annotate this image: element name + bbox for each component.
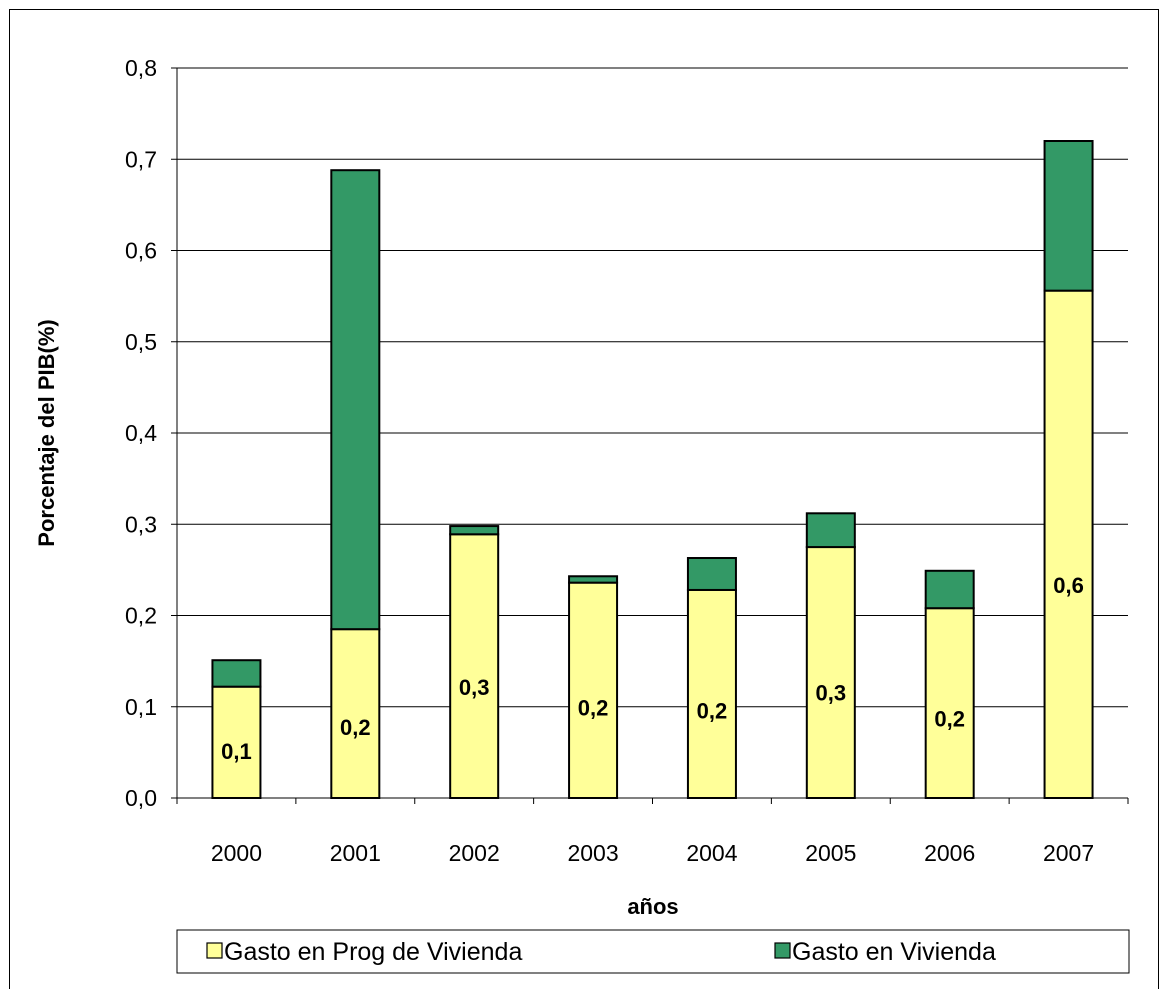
bar-prog-vivienda: [924, 607, 975, 800]
chart-frame: [9, 9, 1159, 989]
bar-prog-vivienda: [330, 628, 381, 799]
legend: Gasto en Prog de Vivienda Gasto en Vivie…: [176, 929, 1130, 974]
y-tick-label: 0,5: [125, 329, 157, 355]
bar-prog-vivienda: [568, 581, 619, 800]
y-tick-label: 0,3: [125, 511, 157, 537]
x-tick-label: 2004: [686, 840, 737, 866]
bar-prog-vivienda: [805, 546, 856, 799]
data-label: 0,6: [1053, 573, 1084, 598]
x-tick-label: 2002: [449, 840, 500, 866]
y-tick-label: 0,1: [125, 694, 157, 720]
x-tick-label: 2000: [211, 840, 262, 866]
bar-vivienda: [805, 512, 856, 549]
x-tick-label: 2003: [567, 840, 618, 866]
x-tick-label: 2007: [1043, 840, 1094, 866]
x-axis-ticks: 2000 2001 2002 2003 2004 2005 2006 2007: [211, 840, 1094, 866]
bar-vivienda: [211, 659, 262, 688]
x-tick-label: 2001: [330, 840, 381, 866]
data-label: 0,2: [578, 696, 609, 721]
x-tick-label: 2006: [924, 840, 975, 866]
bar-vivienda: [1043, 140, 1094, 292]
x-axis-title: años: [627, 894, 678, 919]
bar-vivienda: [330, 169, 381, 631]
bar-prog-vivienda: [449, 533, 500, 799]
bar-vivienda: [568, 575, 619, 584]
bar-prog-vivienda: [686, 588, 737, 800]
axes: [176, 68, 1129, 804]
y-tick-label: 0,0: [125, 785, 157, 811]
gridlines: [177, 67, 1128, 708]
legend-label-prog-vivienda: Gasto en Prog de Vivienda: [224, 938, 522, 966]
data-label: 0,3: [816, 681, 847, 706]
data-label: 0,2: [697, 699, 728, 724]
data-label: 0,2: [934, 706, 965, 731]
data-labels: 0,1 0,2 0,3 0,2 0,2 0,3 0,2 0,6: [221, 573, 1084, 764]
data-label: 0,1: [221, 739, 252, 764]
data-label: 0,2: [340, 715, 371, 740]
bar-vivienda: [686, 557, 737, 591]
y-tick-label: 0,4: [125, 420, 157, 446]
y-axis-title: Porcentaje del PIB(%): [34, 319, 59, 546]
legend-swatch-vivienda: [774, 942, 791, 959]
bars: [211, 140, 1094, 800]
y-tick-label: 0,7: [125, 146, 157, 172]
bar-prog-vivienda: [1043, 289, 1094, 799]
bar-vivienda: [449, 525, 500, 536]
bar-vivienda: [924, 569, 975, 610]
legend-swatch-prog-vivienda: [206, 942, 223, 959]
data-label: 0,3: [459, 675, 490, 700]
x-tick-label: 2005: [805, 840, 856, 866]
y-tick-label: 0,2: [125, 603, 157, 629]
y-axis-ticks: 0,0 0,1 0,2 0,3 0,4 0,5 0,6 0,7 0,8: [125, 55, 177, 811]
y-tick-label: 0,8: [125, 55, 157, 81]
legend-label-vivienda: Gasto en Vivienda: [792, 938, 996, 966]
y-tick-label: 0,6: [125, 238, 157, 264]
legend-box: [176, 929, 1130, 974]
